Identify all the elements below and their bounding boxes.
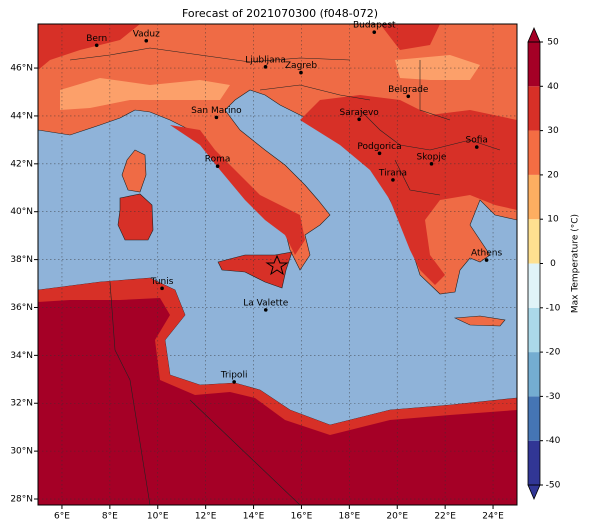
city-marker bbox=[160, 286, 164, 291]
crete bbox=[453, 315, 506, 327]
colorbar-band bbox=[528, 307, 540, 353]
x-tick-label: 20°E bbox=[386, 512, 408, 522]
city-label: Vaduz bbox=[133, 29, 160, 39]
colorbar-tick-label: -40 bbox=[546, 436, 561, 446]
city-label: Bern bbox=[86, 34, 107, 44]
colorbar-tick-label: 0 bbox=[550, 259, 556, 269]
colorbar-tick-label: -10 bbox=[546, 303, 561, 313]
city-label: Roma bbox=[205, 155, 231, 165]
plot-frame bbox=[37, 23, 518, 506]
colorbar-tick-label: 20 bbox=[547, 170, 559, 180]
y-tick-label: 36°N bbox=[10, 303, 33, 313]
x-tick-label: 10°E bbox=[147, 512, 169, 522]
colorbar-extend-high bbox=[527, 26, 541, 43]
x-tick-label: 14°E bbox=[243, 512, 265, 522]
city-label: Tirana bbox=[378, 168, 407, 178]
city-marker bbox=[484, 258, 489, 262]
colorbar-band bbox=[528, 396, 540, 441]
y-tick-label: 34°N bbox=[10, 351, 33, 361]
colorbar-tick-label: -20 bbox=[546, 348, 561, 358]
x-tick-label: 24°E bbox=[482, 512, 504, 522]
city-marker bbox=[372, 30, 377, 34]
colorbar-band bbox=[528, 130, 540, 175]
city-marker bbox=[357, 117, 361, 122]
city-marker bbox=[474, 145, 479, 149]
colorbar-tick-label: 30 bbox=[547, 126, 559, 136]
lowland-patches bbox=[60, 55, 480, 110]
city-label: Tripoli bbox=[220, 370, 248, 380]
city-label: Budapest bbox=[353, 21, 396, 31]
highland-patches bbox=[38, 24, 517, 285]
y-tick-label: 30°N bbox=[10, 447, 33, 457]
sardinia bbox=[117, 193, 154, 241]
colorbar-band bbox=[528, 42, 540, 87]
city-label: Ljubljana bbox=[245, 55, 286, 65]
city-marker bbox=[299, 70, 303, 75]
colorbar-tick-label: -50 bbox=[546, 481, 561, 491]
colorbar-label: Max Temperature (°C) bbox=[571, 214, 581, 313]
city-marker bbox=[406, 94, 411, 99]
city-label: Belgrade bbox=[388, 85, 429, 95]
y-tick-label: 44°N bbox=[10, 111, 33, 121]
colorbar-band bbox=[528, 219, 540, 264]
colorbar-tick-label: 50 bbox=[547, 38, 559, 48]
city-marker bbox=[215, 164, 220, 169]
colorbar-band bbox=[528, 263, 540, 308]
city-marker bbox=[94, 43, 99, 48]
y-tick-label: 42°N bbox=[10, 159, 33, 169]
africa-coast bbox=[38, 278, 517, 435]
colorbar-tick-label: 10 bbox=[547, 215, 559, 225]
x-tick-label: 18°E bbox=[339, 512, 361, 522]
colorbar-extend-low bbox=[527, 484, 541, 501]
city-marker bbox=[391, 178, 395, 182]
city-label: San Marino bbox=[191, 106, 242, 116]
city-marker bbox=[144, 38, 149, 43]
city-marker bbox=[429, 162, 434, 166]
city-label: Sarajevo bbox=[340, 108, 380, 118]
city-marker bbox=[232, 380, 236, 384]
y-tick-label: 46°N bbox=[10, 64, 33, 74]
y-tick-label: 38°N bbox=[10, 255, 33, 265]
city-marker bbox=[377, 151, 382, 156]
x-tick-label: 8°E bbox=[102, 512, 118, 522]
x-tick-label: 6°E bbox=[54, 512, 70, 522]
title: Forecast of 2021070300 (f048-072) bbox=[182, 7, 378, 20]
colorbar-band bbox=[528, 174, 540, 220]
colorbar-band bbox=[528, 352, 540, 397]
x-tick-label: 12°E bbox=[195, 512, 217, 522]
corsica bbox=[121, 149, 147, 193]
colorbar: -50 -40 -30 -20 -10 0 10 20 30 40 50 Max Temperatur… bbox=[527, 26, 581, 501]
colorbar-tick-label: 40 bbox=[547, 82, 559, 92]
city-marker bbox=[263, 65, 268, 69]
city-label: Zagreb bbox=[285, 61, 317, 71]
sicily bbox=[217, 251, 293, 289]
y-tick-label: 32°N bbox=[10, 399, 33, 409]
city-label: Skopje bbox=[417, 152, 447, 162]
city-label: Podgorica bbox=[357, 142, 401, 152]
borders bbox=[69, 47, 501, 505]
y-tick-label: 28°N bbox=[10, 495, 33, 505]
colorbar-band bbox=[528, 440, 540, 485]
event-star bbox=[265, 254, 289, 276]
colorbar-tick-label: -30 bbox=[546, 392, 561, 402]
colorbar-band bbox=[528, 86, 540, 131]
x-tick-label: 16°E bbox=[291, 512, 313, 522]
city-marker bbox=[263, 308, 268, 312]
y-tick-label: 40°N bbox=[10, 207, 33, 217]
x-tick-label: 22°E bbox=[434, 512, 456, 522]
city-label: La Valette bbox=[243, 298, 288, 308]
city-label: Sofia bbox=[466, 136, 488, 146]
city-label: Athens bbox=[471, 249, 502, 259]
city-marker bbox=[214, 115, 219, 120]
city-label: Tunis bbox=[150, 277, 174, 287]
